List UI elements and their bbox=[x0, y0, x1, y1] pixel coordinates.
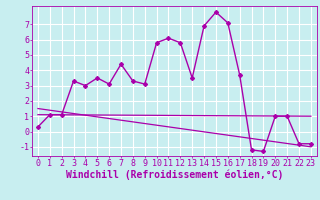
X-axis label: Windchill (Refroidissement éolien,°C): Windchill (Refroidissement éolien,°C) bbox=[66, 169, 283, 180]
